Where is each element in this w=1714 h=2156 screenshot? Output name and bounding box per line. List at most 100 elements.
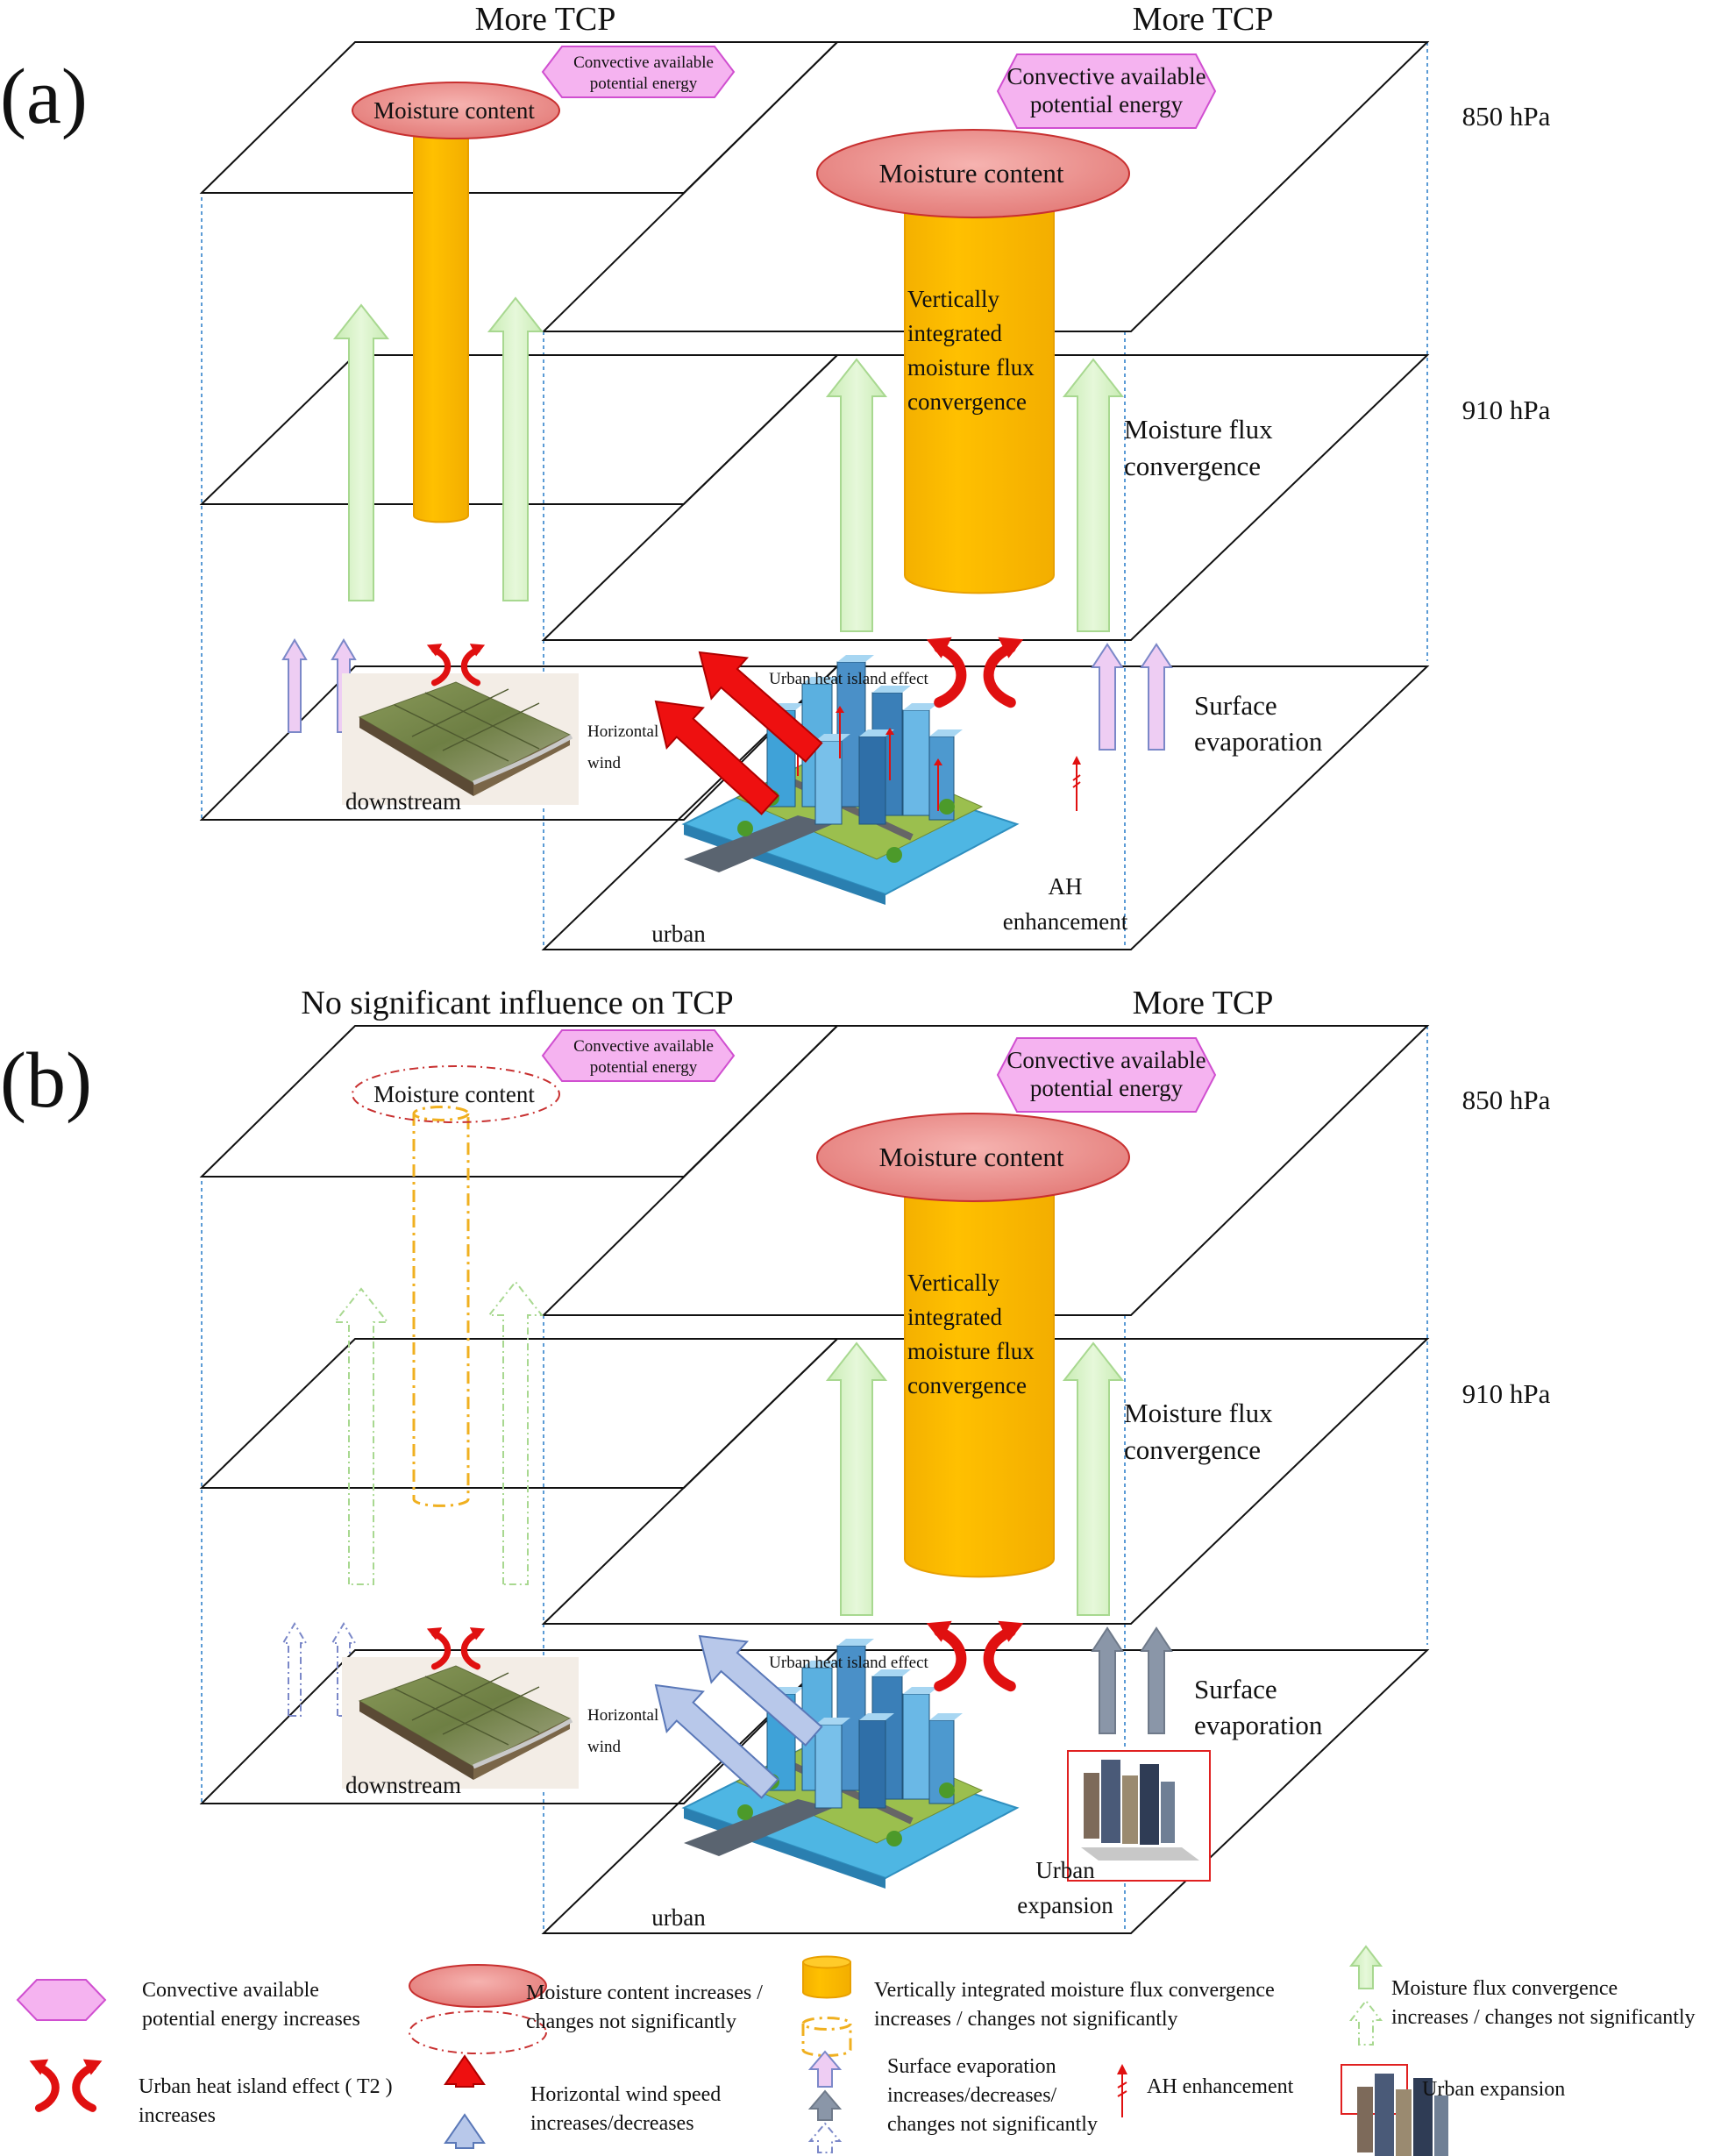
- left-moisture-label: Moisture content: [373, 1081, 535, 1107]
- cylinder-body: [904, 199, 1055, 594]
- left-uhi-symbol: [426, 1627, 486, 1670]
- city-tree: [886, 1831, 902, 1846]
- expansion-building: [1084, 1773, 1099, 1839]
- field-road: [473, 734, 573, 786]
- pressure-850: 850 hPa: [1462, 1085, 1551, 1115]
- flux-label-line: Moisture flux: [1124, 1398, 1273, 1428]
- city-building-roof: [859, 1713, 894, 1720]
- uhi-left-head: [29, 2059, 49, 2075]
- legend-moisture-ellipse-dashed: [409, 2010, 547, 2054]
- uhi-left-arc: [34, 2063, 60, 2112]
- right-flux-arrow-1: [825, 1341, 888, 1616]
- uhi-right-head: [82, 2059, 103, 2075]
- legend-column-dashed: [801, 2017, 852, 2057]
- uhi-right-head: [469, 644, 486, 657]
- urban-label: urban: [651, 1904, 706, 1931]
- expansion-building: [1434, 2096, 1448, 2156]
- right-moisture-column: [904, 1164, 1055, 1578]
- right-moisture-label: Moisture content: [879, 1142, 1064, 1172]
- expansion-building: [1140, 1764, 1159, 1845]
- city-building-roof: [929, 1713, 963, 1720]
- ah-squiggle: [1072, 763, 1081, 811]
- field-road: [473, 1718, 573, 1769]
- evaporation-label-line: Surface: [1194, 1674, 1277, 1704]
- uhi-left-arc: [934, 1626, 967, 1692]
- expansion-building: [1413, 2078, 1433, 2156]
- right-moisture-ellipse: [816, 1113, 1130, 1202]
- city-tree: [939, 1782, 955, 1798]
- right-cape-hexagon: [996, 53, 1217, 129]
- cylinder-top: [412, 1106, 470, 1121]
- wind-arrow-2: [698, 1634, 823, 1747]
- legend-wind-text-line: Horizontal wind speed: [530, 2083, 721, 2106]
- legend-moisture-ellipse: [409, 1964, 547, 2008]
- left-moisture-column: [413, 122, 469, 523]
- ah-head: [885, 728, 894, 735]
- cylinder-body: [413, 129, 469, 523]
- legend-evap-text-line: increases/decreases/: [887, 2084, 1057, 2107]
- legend-column-text-line: increases / changes not significantly: [874, 2008, 1178, 2031]
- legend-cape-hexagon: [16, 1979, 107, 2021]
- field-edge-left: [359, 717, 473, 796]
- left-cape-hexagon: [541, 1029, 736, 1082]
- expansion-building: [1396, 2089, 1412, 2156]
- wind-label-line: wind: [587, 1738, 622, 1756]
- left-plane-910: [199, 1338, 840, 1489]
- city-building-roof: [929, 729, 963, 736]
- legend-ah-text: AH enhancement: [1147, 2075, 1294, 2098]
- cylinder-body: [412, 1114, 470, 1507]
- expansion-shadow: [1081, 1847, 1199, 1861]
- left-moisture-ellipse: [352, 82, 560, 139]
- city-tree: [737, 821, 753, 836]
- flux-label-line: convergence: [1124, 1434, 1261, 1465]
- downstream-field: [342, 1657, 579, 1789]
- city-building: [814, 740, 843, 825]
- legend-wind-arrow-blue: [444, 2113, 486, 2149]
- legend-column-solid: [802, 1955, 851, 1999]
- corner-label-line: Urban: [1035, 1857, 1095, 1883]
- legend-moisture-text-line: Moisture content increases /: [526, 1982, 763, 2004]
- cylinder-body: [802, 1961, 851, 1999]
- legend-uhi-symbol: [29, 2059, 103, 2112]
- wind-label-line: Horizontal: [587, 1706, 658, 1725]
- panel-letter: (b): [0, 1037, 92, 1124]
- city-building-roof: [903, 1687, 938, 1694]
- evaporation-label-line: evaporation: [1194, 726, 1323, 757]
- right-cape-label-line: potential energy: [1030, 91, 1184, 117]
- column-label-line: Vertically: [907, 1270, 999, 1296]
- legend-wind-arrow-red: [444, 2054, 486, 2088]
- uhi-right-arc: [983, 1626, 1016, 1692]
- uhi-right-arc: [460, 1630, 481, 1670]
- right-title: More TCP: [1133, 1, 1274, 38]
- right-evap-arrow-2: [1140, 1626, 1173, 1734]
- legend-uhi-text-line: Urban heat island effect ( T2 ): [139, 2075, 393, 2098]
- uhi-right-head: [469, 1627, 486, 1640]
- flux-label-line: convergence: [1124, 451, 1261, 481]
- panel-b: (b) No significant influence on TCP More T…: [0, 985, 1551, 1934]
- uhi-left-arc: [430, 1630, 452, 1670]
- cylinder-top: [801, 2017, 852, 2031]
- left-evap-arrow-2: [331, 1622, 357, 1717]
- right-uhi-symbol: [926, 1620, 1024, 1692]
- legend-evap-text-line: changes not significantly: [887, 2113, 1098, 2136]
- corner-label-line: expansion: [1017, 1892, 1113, 1918]
- column-label-line: moisture flux: [907, 354, 1035, 381]
- panel-letter: (a): [0, 53, 88, 140]
- left-cape-hexagon: [541, 46, 736, 98]
- city-building-roof: [872, 1669, 911, 1676]
- legend-uhi-text-line: increases: [139, 2104, 216, 2127]
- left-flux-arrow-2: [487, 1280, 544, 1585]
- city-building: [902, 709, 930, 816]
- column-label-line: moisture flux: [907, 1338, 1035, 1364]
- city-tree: [886, 847, 902, 863]
- right-cape-label-line: Convective available: [1006, 1047, 1205, 1073]
- ah-head: [934, 758, 942, 765]
- city-building: [858, 1719, 886, 1809]
- legend-column-text-line: Vertically integrated moisture flux conv…: [874, 1979, 1275, 2002]
- right-moisture-ellipse: [816, 129, 1130, 218]
- uhi-left-head: [426, 1627, 443, 1640]
- left-uhi-symbol: [426, 644, 486, 687]
- wind-label-line: Horizontal: [587, 722, 658, 741]
- left-title: No significant influence on TCP: [301, 985, 733, 1021]
